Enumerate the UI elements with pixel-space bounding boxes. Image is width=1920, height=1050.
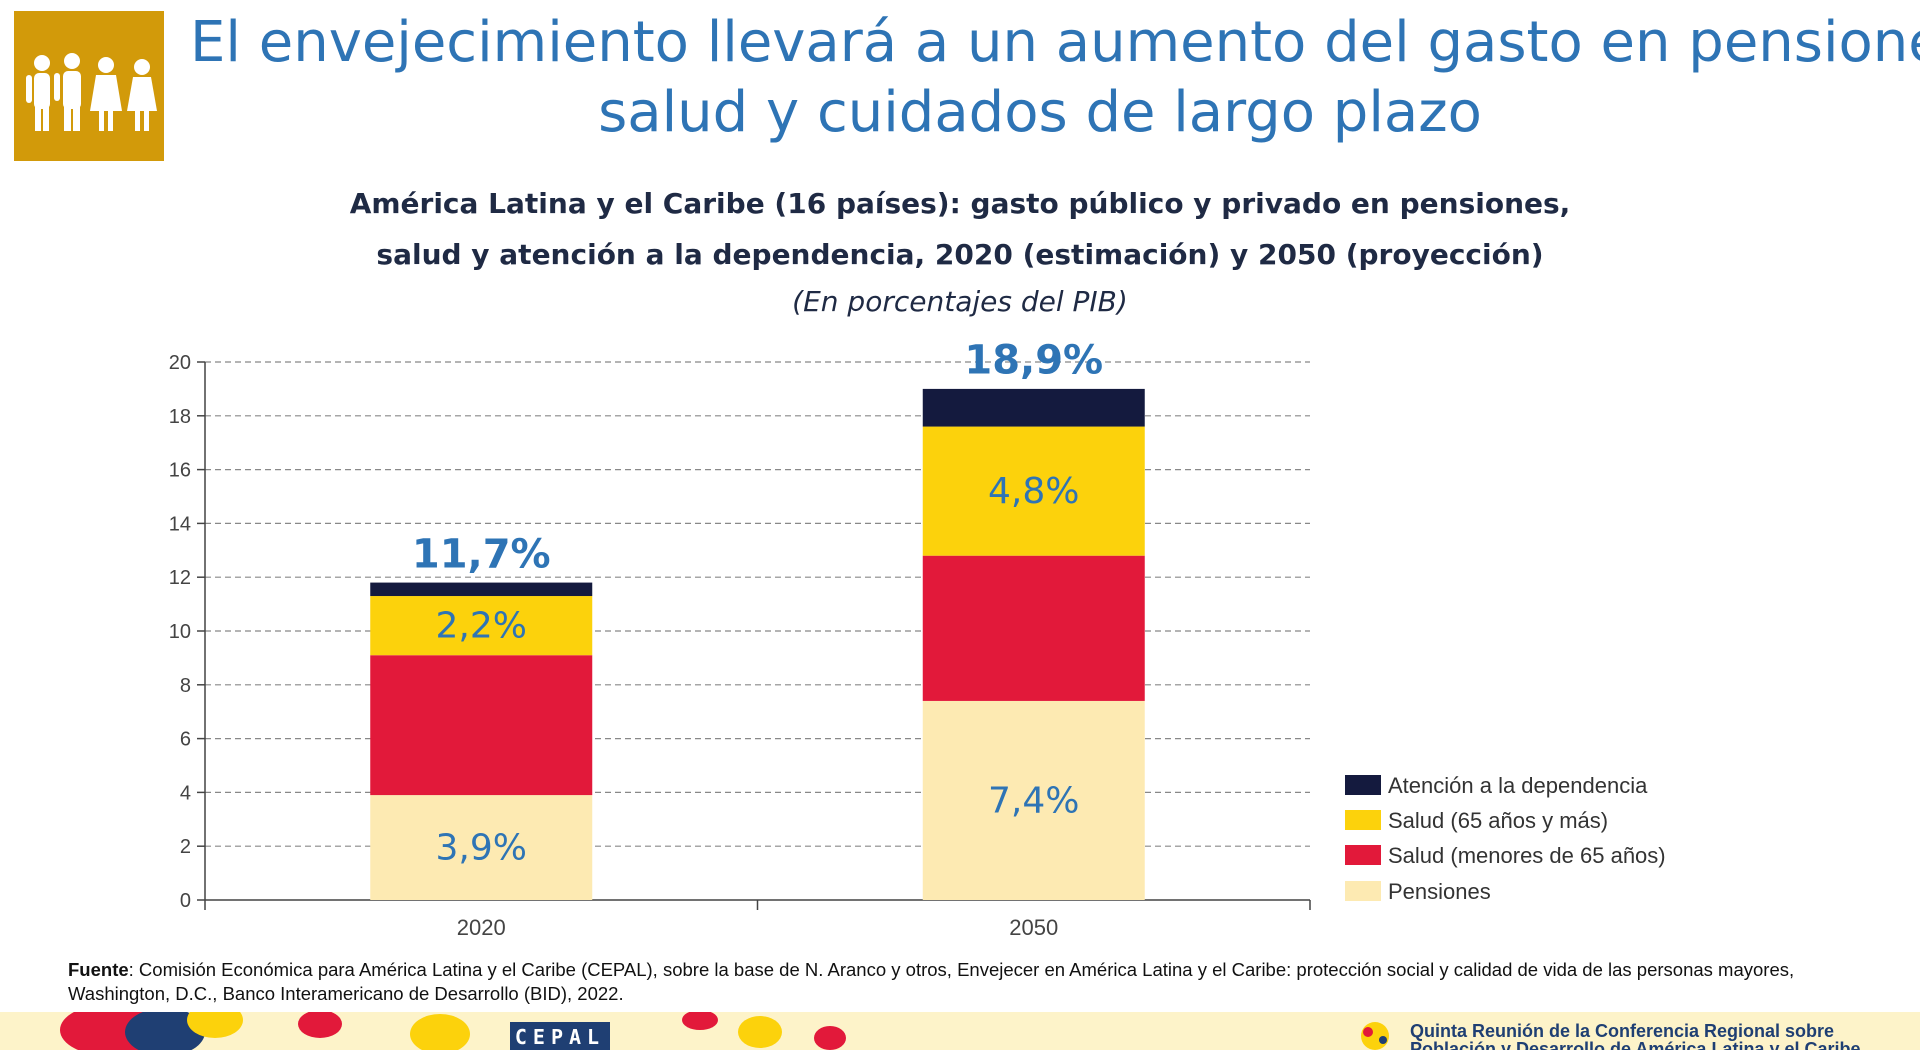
footer-decoration <box>60 1012 1389 1050</box>
legend-swatch <box>1345 810 1381 830</box>
cepal-logo: CEPAL <box>510 1022 610 1050</box>
y-tick-label: 18 <box>169 406 191 428</box>
page-title-line1: El envejecimiento llevará a un aumento d… <box>190 10 1920 75</box>
data-label: 2,2% <box>436 606 527 647</box>
legend-swatch <box>1345 775 1381 795</box>
y-tick-label: 2 <box>180 836 191 858</box>
legend-swatch <box>1345 845 1381 865</box>
page-title: El envejecimiento llevará a un aumento d… <box>190 8 1920 148</box>
legend-swatch <box>1345 881 1381 901</box>
conference-line2: Población y Desarrollo de América Latina… <box>1410 1039 1861 1050</box>
y-tick-label: 10 <box>169 621 191 643</box>
people-family-icon <box>26 53 157 131</box>
conference-name: Quinta Reunión de la Conferencia Regiona… <box>1410 1022 1910 1050</box>
y-tick-label: 12 <box>169 567 191 589</box>
chart-title-line1: América Latina y el Caribe (16 países): … <box>349 187 1571 220</box>
source-label: Fuente <box>68 959 129 980</box>
bar-segment <box>922 555 1145 701</box>
source-text: : Comisión Económica para América Latina… <box>68 959 1795 1004</box>
y-tick-label: 20 <box>169 352 191 374</box>
x-tick-label: 2050 <box>1009 915 1058 940</box>
y-tick-label: 14 <box>169 513 191 535</box>
footer-banner: CEPAL Quinta Reunión de la Conferencia R… <box>0 1012 1920 1050</box>
legend-label: Pensiones <box>1388 879 1491 904</box>
bar-segment <box>370 582 593 597</box>
data-label: 3,9% <box>436 828 527 869</box>
page-title-line2: salud y cuidados de largo plazo <box>598 80 1482 145</box>
legend-label: Salud (menores de 65 años) <box>1388 843 1666 868</box>
conference-line1: Quinta Reunión de la Conferencia Regiona… <box>1410 1021 1835 1041</box>
bar-segment <box>370 655 593 796</box>
data-label: 4,8% <box>988 471 1079 512</box>
logo-box <box>14 11 164 161</box>
chart-title-line2: salud y atención a la dependencia, 2020 … <box>376 238 1544 271</box>
y-tick-label: 4 <box>180 782 191 804</box>
legend-label: Salud (65 años y más) <box>1388 808 1608 833</box>
y-tick-label: 0 <box>180 890 191 912</box>
total-label: 18,9% <box>964 338 1103 384</box>
legend-label: Atención a la dependencia <box>1388 773 1648 798</box>
y-tick-label: 6 <box>180 729 191 751</box>
bar-segment <box>922 700 1145 900</box>
x-tick-label: 2020 <box>457 915 506 940</box>
total-label: 11,7% <box>412 531 551 577</box>
y-tick-label: 8 <box>180 675 191 697</box>
bar-segment <box>370 596 593 656</box>
bar-segment <box>370 795 593 900</box>
source-note: Fuente: Comisión Económica para América … <box>68 958 1858 1006</box>
chart-subtitle: (En porcentajes del PIB) <box>792 285 1128 318</box>
bar-segment <box>922 388 1145 427</box>
y-tick-label: 16 <box>169 460 191 482</box>
stacked-bar-chart: 0246810121416182020203,9%2,2%11,7%20507,… <box>169 338 1666 940</box>
bar-segment <box>922 426 1145 556</box>
data-label: 7,4% <box>988 780 1079 821</box>
